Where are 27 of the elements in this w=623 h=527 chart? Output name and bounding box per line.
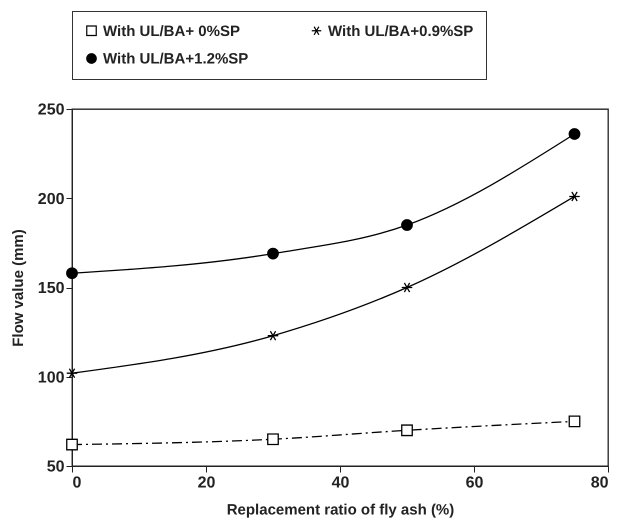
x-tick-label: 20 [198,474,216,492]
point [401,424,413,436]
y-tick-label: 150 [38,280,65,297]
point [66,267,78,280]
point [267,248,279,260]
y-tick-label: 250 [38,102,65,118]
legend-label: With UL/BA+0.9%SP [328,22,474,40]
point [568,191,580,202]
point [568,415,580,428]
point [66,368,78,378]
x-tick-label: 60 [466,474,484,492]
point [401,219,413,231]
x-axis-title: Replacement ratio of fly ash (%) [226,502,454,518]
y-tick-label: 200 [38,190,65,208]
y-tick-label: 50 [46,458,65,476]
point [568,128,580,140]
point [267,330,279,341]
x-tick-label: 80 [590,474,609,492]
x-tick-label: 40 [332,474,350,492]
point [401,282,413,293]
x-tick-label: 0 [72,474,82,492]
point [267,433,279,446]
y-axis-title: Flow value (mm) [10,229,27,347]
y-tick-label: 100 [38,369,65,386]
legend-label: With UL/BA+ 0%SP [103,22,240,40]
legend-label: With UL/BA+1.2%SP [103,50,248,68]
point [66,438,78,450]
